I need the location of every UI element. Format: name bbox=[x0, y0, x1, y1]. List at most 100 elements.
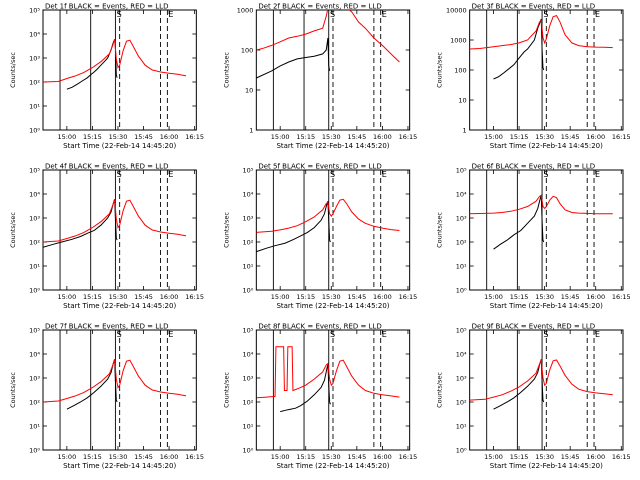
x-tick-label: 15:15 bbox=[83, 453, 102, 461]
y-tick-label: 10⁴ bbox=[29, 191, 40, 199]
x-tick-label: 16:00 bbox=[586, 453, 605, 461]
y-axis-label: Counts/sec bbox=[222, 372, 230, 408]
y-tick-label: 10² bbox=[29, 239, 40, 247]
x-tick-label: 15:00 bbox=[57, 133, 76, 141]
y-tick-label: 10² bbox=[29, 399, 40, 407]
y-tick-label: 10² bbox=[456, 399, 467, 407]
x-tick-label: 16:15 bbox=[612, 133, 631, 141]
start-marker-label: S bbox=[543, 330, 548, 339]
y-tick-label: 100 bbox=[454, 67, 466, 75]
y-tick-label: 10² bbox=[242, 239, 253, 247]
x-tick-label: 16:00 bbox=[160, 453, 179, 461]
x-tick-label: 15:30 bbox=[535, 453, 554, 461]
x-tick-label: 15:00 bbox=[271, 133, 290, 141]
x-tick-label: 16:00 bbox=[373, 453, 392, 461]
x-tick-label: 15:45 bbox=[561, 453, 580, 461]
x-axis-label: Start Time (22-Feb-14 14:45:20) bbox=[276, 462, 389, 470]
x-tick-label: 15:30 bbox=[109, 453, 128, 461]
start-marker-label: S bbox=[117, 170, 122, 179]
y-tick-label: 10³ bbox=[29, 55, 40, 63]
end-marker-label: E bbox=[382, 330, 387, 339]
y-tick-label: 10⁴ bbox=[456, 191, 467, 199]
lld-series-line bbox=[43, 39, 187, 83]
y-tick-label: 10⁴ bbox=[29, 351, 40, 359]
y-tick-label: 10⁵ bbox=[29, 7, 40, 15]
end-marker-label: E bbox=[382, 170, 387, 179]
panel-det-8: Det 8f BLACK = Events, RED = LLD 10⁰ 10¹ 10… bbox=[222, 323, 417, 471]
x-axis-label: Start Time (22-Feb-14 14:45:20) bbox=[63, 462, 176, 470]
y-tick-label: 10¹ bbox=[456, 423, 467, 431]
panel-title: Det 5f BLACK = Events, RED = LLD bbox=[258, 163, 381, 171]
end-marker-label: E bbox=[382, 10, 387, 19]
panel-det-6: Det 6f BLACK = Events, RED = LLD 10⁰ 10¹ 10… bbox=[436, 163, 631, 311]
x-tick-label: 15:00 bbox=[484, 293, 503, 301]
y-axis-label: Counts/sec bbox=[222, 52, 230, 88]
end-marker-label: E bbox=[595, 10, 600, 19]
panel-title: Det 3f BLACK = Events, RED = LLD bbox=[472, 3, 595, 11]
start-marker-label: S bbox=[330, 170, 335, 179]
y-tick-label: 10³ bbox=[456, 215, 467, 223]
panel-title: Det 4f BLACK = Events, RED = LLD bbox=[45, 163, 168, 171]
x-axis-label: Start Time (22-Feb-14 14:45:20) bbox=[276, 302, 389, 310]
events-series-line bbox=[256, 201, 331, 253]
y-tick-label: 100 bbox=[241, 47, 253, 55]
events-series-line bbox=[66, 359, 118, 410]
panel-det-3: Det 3f BLACK = Events, RED = LLD 1 10 100 10… bbox=[436, 3, 631, 151]
end-marker-label: E bbox=[168, 330, 173, 339]
end-marker-label: E bbox=[595, 170, 600, 179]
y-tick-label: 10⁰ bbox=[29, 127, 40, 135]
panel-det-1: Det 1f BLACK = Events, RED = LLD 10⁰ 10¹ 10… bbox=[9, 3, 204, 151]
x-tick-label: 15:45 bbox=[134, 453, 153, 461]
x-tick-label: 15:45 bbox=[561, 133, 580, 141]
x-tick-label: 15:30 bbox=[109, 133, 128, 141]
x-tick-label: 15:30 bbox=[535, 133, 554, 141]
lld-series-line bbox=[256, 10, 400, 63]
x-tick-label: 15:00 bbox=[271, 453, 290, 461]
y-axis-label: Counts/sec bbox=[222, 212, 230, 248]
end-marker-label: E bbox=[595, 330, 600, 339]
x-tick-label: 15:00 bbox=[57, 293, 76, 301]
x-tick-label: 15:15 bbox=[510, 293, 529, 301]
panel-det-4: Det 4f BLACK = Events, RED = LLD 10⁰ 10¹ 10… bbox=[9, 163, 204, 311]
y-axis-label: Counts/sec bbox=[9, 372, 17, 408]
x-tick-label: 16:15 bbox=[185, 453, 204, 461]
x-tick-label: 16:15 bbox=[399, 133, 418, 141]
x-tick-label: 15:45 bbox=[347, 453, 366, 461]
x-tick-label: 16:15 bbox=[185, 133, 204, 141]
y-axis-label: Counts/sec bbox=[436, 212, 444, 248]
y-tick-label: 10000 bbox=[446, 7, 467, 15]
start-marker-label: S bbox=[117, 10, 122, 19]
panel-det-5: Det 5f BLACK = Events, RED = LLD 10⁰ 10¹ 10… bbox=[222, 163, 417, 311]
x-tick-label: 15:30 bbox=[109, 293, 128, 301]
panel-det-9: Det 9f BLACK = Events, RED = LLD 10⁰ 10¹ 10… bbox=[436, 323, 631, 471]
x-tick-label: 15:30 bbox=[322, 133, 341, 141]
events-series-line bbox=[493, 18, 545, 80]
x-tick-label: 15:45 bbox=[561, 293, 580, 301]
y-tick-label: 10¹ bbox=[29, 103, 40, 111]
events-series-line bbox=[66, 39, 118, 90]
y-tick-label: 10¹ bbox=[456, 263, 467, 271]
x-tick-label: 16:15 bbox=[612, 293, 631, 301]
y-axis-label: Counts/sec bbox=[436, 52, 444, 88]
y-tick-label: 10³ bbox=[29, 215, 40, 223]
x-tick-label: 15:15 bbox=[83, 133, 102, 141]
y-tick-label: 10⁵ bbox=[456, 167, 467, 175]
x-tick-label: 16:00 bbox=[160, 293, 179, 301]
y-tick-label: 1000 bbox=[450, 37, 467, 45]
y-axis-label: Counts/sec bbox=[9, 52, 17, 88]
start-marker-label: S bbox=[543, 170, 548, 179]
start-marker-label: S bbox=[543, 10, 548, 19]
y-tick-label: 10⁵ bbox=[29, 167, 40, 175]
events-series-line bbox=[280, 363, 331, 413]
x-tick-label: 16:15 bbox=[185, 293, 204, 301]
x-tick-label: 16:00 bbox=[160, 133, 179, 141]
events-series-line bbox=[493, 359, 545, 410]
y-tick-label: 10⁰ bbox=[242, 287, 253, 295]
y-tick-label: 10³ bbox=[242, 375, 253, 383]
x-tick-label: 15:00 bbox=[271, 293, 290, 301]
x-tick-label: 15:15 bbox=[296, 293, 315, 301]
x-tick-label: 16:00 bbox=[373, 293, 392, 301]
x-tick-label: 15:00 bbox=[484, 133, 503, 141]
lld-series-line bbox=[256, 346, 400, 399]
